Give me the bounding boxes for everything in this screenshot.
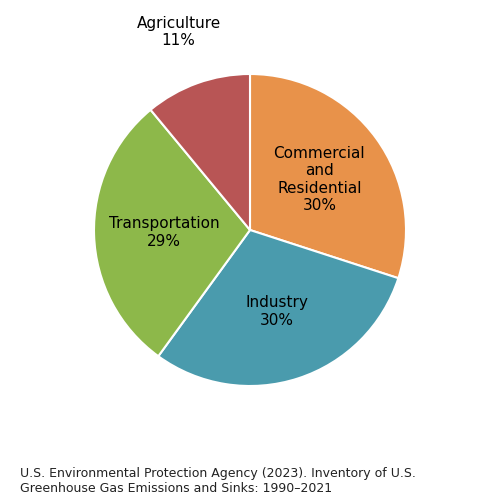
Wedge shape	[94, 110, 250, 356]
Text: U.S. Environmental Protection Agency (2023). Inventory of U.S.
Greenhouse Gas Em: U.S. Environmental Protection Agency (20…	[20, 467, 416, 495]
Wedge shape	[150, 74, 250, 230]
Text: Industry
30%: Industry 30%	[245, 296, 308, 328]
Text: Commercial
and
Residential
30%: Commercial and Residential 30%	[274, 146, 365, 213]
Wedge shape	[250, 74, 406, 278]
Wedge shape	[158, 230, 398, 386]
Text: Transportation
29%: Transportation 29%	[109, 216, 220, 249]
Text: Agriculture
11%: Agriculture 11%	[136, 16, 221, 48]
